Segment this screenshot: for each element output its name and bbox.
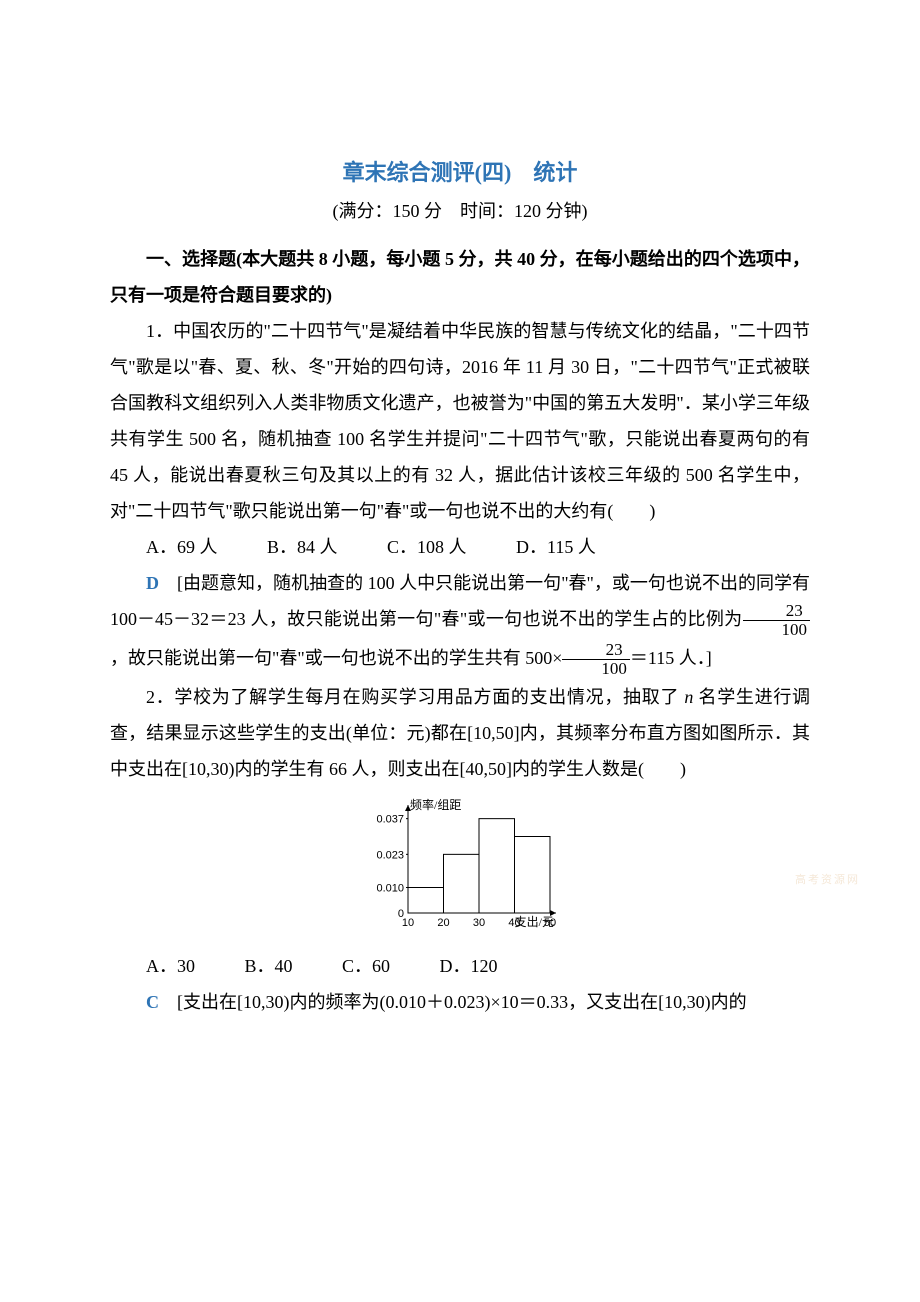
q2-option-c: C．60: [342, 948, 390, 984]
fraction-23-100-b: 23100: [562, 641, 630, 679]
q2-text-prefix: 2．学校为了解学生每月在购买学习用品方面的支出情况，抽取了: [146, 687, 684, 707]
question-1-explanation: D [由题意知，随机抽查的 100 人中只能说出第一句"春"，或一句也说不出的同…: [110, 565, 810, 679]
svg-text:30: 30: [473, 917, 485, 929]
svg-text:0.037: 0.037: [376, 814, 404, 826]
question-2-text: 2．学校为了解学生每月在购买学习用品方面的支出情况，抽取了 n 名学生进行调查，…: [110, 679, 810, 787]
question-2-explanation: C [支出在[10,30)内的频率为(0.010＋0.023)×10＝0.33，…: [110, 984, 810, 1020]
question-1-text: 1．中国农历的"二十四节气"是凝结着中华民族的智慧与传统文化的结晶，"二十四节气…: [110, 313, 810, 529]
question-1-options: A．69 人 B．84 人 C．108 人 D．115 人: [146, 529, 810, 565]
q1-option-a: A．69 人: [146, 529, 218, 565]
histogram-svg: 00.0100.0230.0371020304050频率/组距支出/元: [360, 795, 560, 935]
histogram-figure: 00.0100.0230.0371020304050频率/组距支出/元: [110, 795, 810, 940]
question-2-options: A．30 B．40 C．60 D．120: [146, 948, 810, 984]
document-title: 章末综合测评(四) 统计: [110, 155, 810, 187]
section-heading-text: 一、选择题(本大题共 8 小题，每小题 5 分，共 40 分，在每小题给出的四个…: [110, 249, 810, 305]
q2-answer-letter: C: [146, 992, 159, 1012]
svg-text:10: 10: [402, 917, 414, 929]
q2-option-a: A．30: [146, 948, 195, 984]
svg-text:20: 20: [437, 917, 449, 929]
document-subtitle: (满分：150 分 时间：120 分钟): [110, 197, 810, 223]
q2-option-b: B．40: [245, 948, 293, 984]
q1-option-c: C．108 人: [387, 529, 467, 565]
svg-text:0.023: 0.023: [376, 849, 404, 861]
svg-text:支出/元: 支出/元: [515, 915, 554, 929]
q1-explain-mid: ，故只能说出第一句"春"或一句也说不出的学生共有 500×: [110, 648, 562, 668]
watermark: 高考资源网: [795, 871, 860, 887]
svg-text:频率/组距: 频率/组距: [410, 797, 461, 812]
q2-explain-text: [支出在[10,30)内的频率为(0.010＋0.023)×10＝0.33，又支…: [159, 992, 747, 1012]
fraction-23-100-a: 23100: [743, 602, 811, 640]
section-heading: 一、选择题(本大题共 8 小题，每小题 5 分，共 40 分，在每小题给出的四个…: [110, 241, 810, 313]
q1-option-d: D．115 人: [516, 529, 596, 565]
page: 章末综合测评(四) 统计 (满分：150 分 时间：120 分钟) 一、选择题(…: [0, 0, 920, 1302]
q2-option-d: D．120: [440, 948, 498, 984]
svg-text:0.010: 0.010: [376, 883, 404, 895]
q1-explain-suffix: ＝115 人．]: [630, 648, 712, 668]
q1-explain-prefix: [由题意知，随机抽查的 100 人中只能说出第一句"春"，或一句也说不出的同学有…: [110, 573, 810, 629]
q1-answer-letter: D: [146, 573, 159, 593]
q1-option-b: B．84 人: [267, 529, 338, 565]
variable-n: n: [684, 687, 693, 707]
